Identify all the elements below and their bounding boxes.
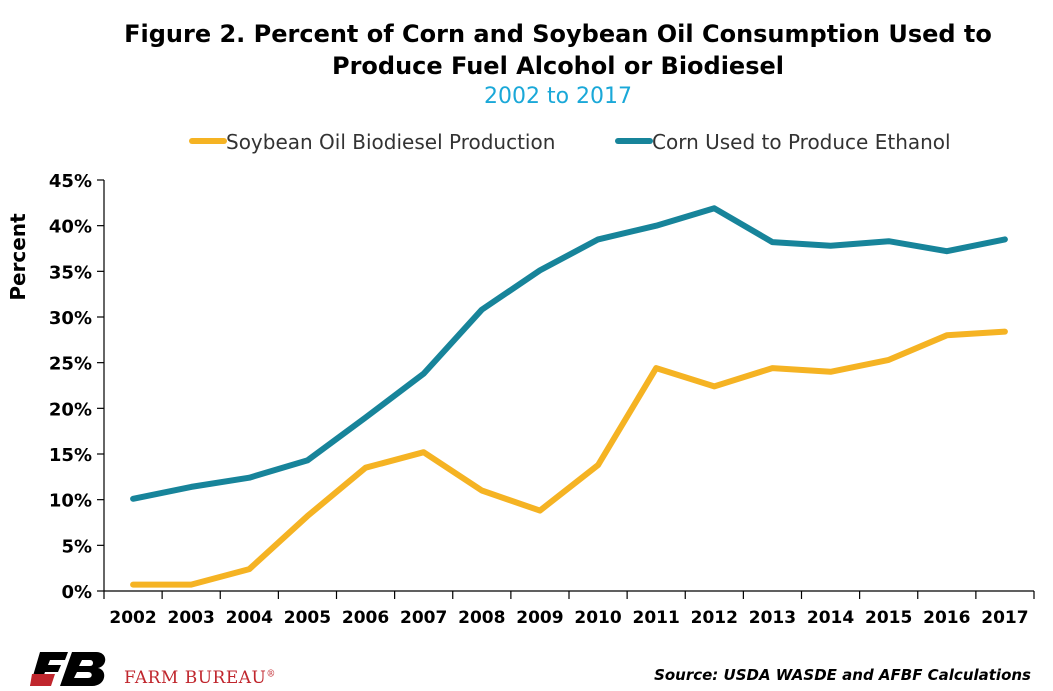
x-tick-label: 2005 [284,608,331,628]
y-tick-label: 20% [49,399,92,420]
x-tick-label: 2012 [691,608,738,628]
legend-label: Corn Used to Produce Ethanol [652,130,951,154]
y-tick-label: 25% [49,354,92,375]
x-tick-label: 2002 [109,608,156,628]
x-axis: 2002 2003 2004 2005 2006 2007 2008 2009 2010 2011… [103,590,1035,628]
y-tick-label: 45% [49,171,92,192]
x-tick-label: 2014 [807,608,854,628]
legend-label: Soybean Oil Biodiesel Production [226,130,555,154]
brand-text: FARM BUREAU [124,668,267,688]
chart-subtitle: 2002 to 2017 [483,84,633,109]
chart-title-line-1: Figure 2. Percent of Corn and Soybean Oi… [124,20,992,48]
registered-mark: ® [266,669,276,680]
x-tick-label: 2003 [168,608,215,628]
chart-title-line-2: Produce Fuel Alcohol or Biodiesel [331,52,784,80]
x-tick-label: 2011 [633,608,680,628]
x-tick-label: 2006 [342,608,389,628]
series-lines [130,205,1008,588]
y-tick-label: 15% [49,445,92,466]
x-tick-label: 2015 [865,608,912,628]
series-line-soybean-oil [130,328,1008,588]
x-tick-label: 2008 [458,608,505,628]
x-tick-label: 2016 [923,608,970,628]
x-tick-label: 2010 [574,608,621,628]
x-tick-label: 2009 [516,608,563,628]
x-tick-label: 2007 [400,608,447,628]
x-tick-label: 2017 [981,608,1028,628]
y-tick-label: 40% [49,217,92,238]
x-tick-label: 2013 [749,608,796,628]
y-tick-label: 10% [49,491,92,512]
source-note: Source: USDA WASDE and AFBF Calculations [654,666,1031,684]
x-tick-label: 2004 [226,608,273,628]
farm-bureau-logo-icon [30,652,106,686]
y-tick-label: 30% [49,308,92,329]
brand-name: FARM BUREAU® [124,668,276,688]
y-axis: 0% 5% 10% 15% 20% 25% 30% 35% 40% 45% [49,171,105,603]
y-tick-label: 5% [61,536,92,557]
series-line-corn-ethanol [130,205,1008,502]
y-axis-label: Percent [6,213,30,301]
legend: Soybean Oil Biodiesel Production Corn Use… [189,130,951,154]
y-tick-label: 35% [49,262,92,283]
y-tick-label: 0% [61,582,92,603]
